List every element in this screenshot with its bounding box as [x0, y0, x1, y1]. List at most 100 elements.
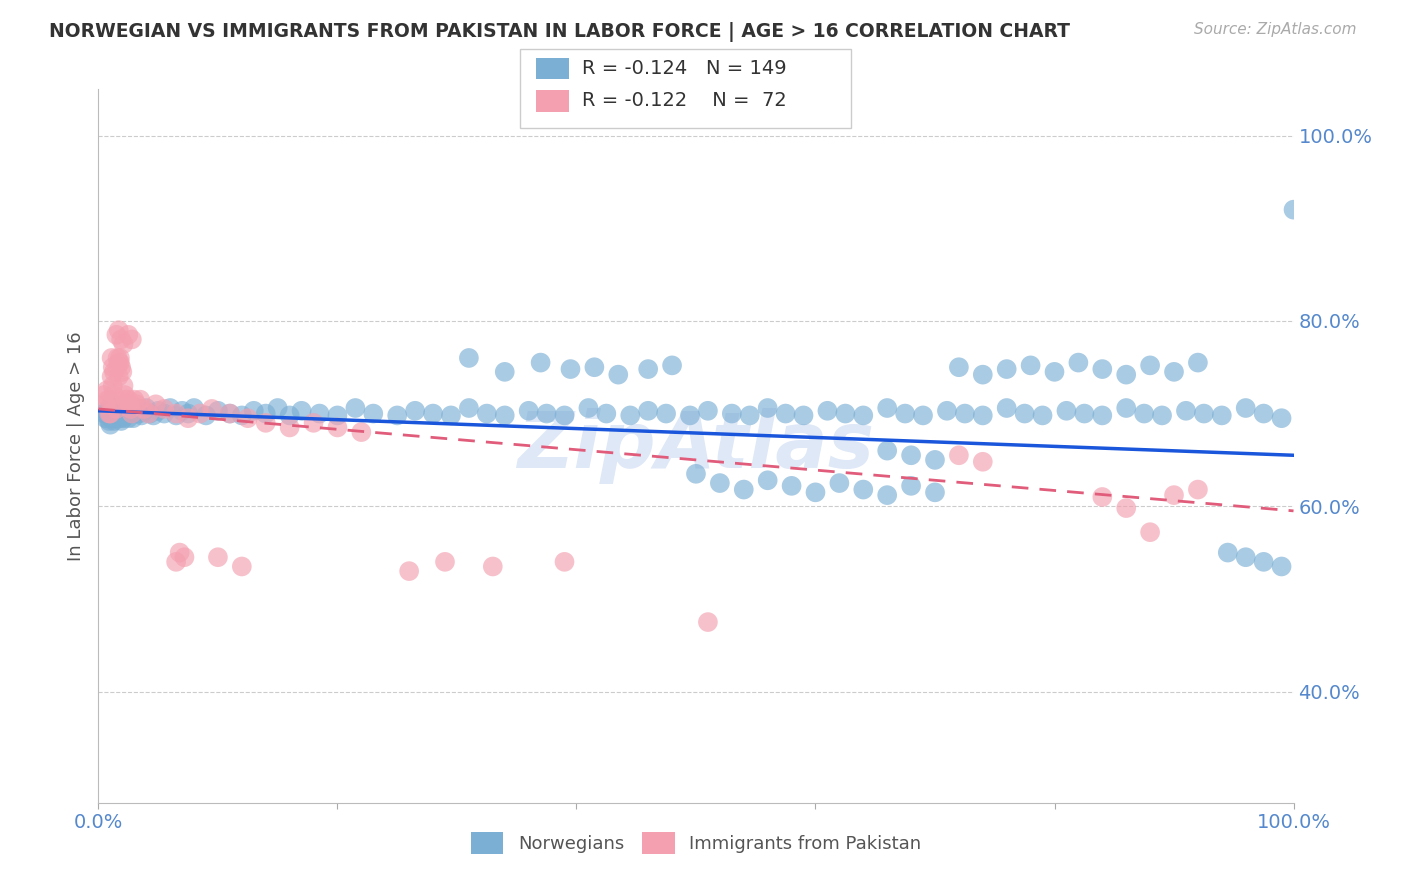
Point [107, 351, 129, 365]
Point [619, 409, 641, 423]
Point [135, 401, 157, 415]
Point [1115, 401, 1137, 415]
Point [112, 337, 135, 351]
Point [100, 397, 122, 411]
Point [637, 404, 659, 418]
Point [108, 351, 131, 365]
Point [308, 407, 330, 421]
Point [169, 545, 191, 559]
Text: R = -0.122    N =  72: R = -0.122 N = 72 [582, 91, 787, 111]
Point [112, 405, 135, 419]
Point [142, 409, 165, 423]
Point [1234, 550, 1257, 565]
Point [775, 407, 797, 421]
Point [278, 420, 301, 434]
Point [995, 362, 1018, 376]
Point [697, 615, 720, 629]
Point [94, 397, 117, 411]
Point [876, 488, 898, 502]
Point [107, 409, 129, 423]
Point [398, 564, 420, 578]
Point [107, 369, 129, 384]
Point [1091, 490, 1114, 504]
Point [1152, 409, 1174, 423]
Point [637, 362, 659, 376]
Point [105, 407, 128, 421]
Point [1133, 407, 1156, 421]
Point [105, 405, 128, 419]
Point [115, 392, 138, 407]
Point [97, 392, 120, 407]
Point [104, 399, 127, 413]
Point [679, 409, 702, 423]
Point [117, 327, 139, 342]
Point [110, 333, 132, 347]
Point [111, 409, 134, 423]
Point [110, 360, 132, 375]
Point [254, 416, 277, 430]
Point [231, 559, 253, 574]
Point [254, 407, 277, 421]
Point [112, 411, 135, 425]
Point [108, 404, 131, 418]
Point [876, 401, 898, 415]
Point [924, 453, 946, 467]
Point [103, 388, 125, 402]
Point [852, 409, 875, 423]
Point [422, 407, 444, 421]
Point [107, 411, 129, 425]
Point [94, 411, 117, 425]
Point [173, 550, 195, 565]
Point [105, 327, 128, 342]
Point [595, 407, 617, 421]
Text: R = -0.124   N = 149: R = -0.124 N = 149 [582, 59, 787, 78]
Point [195, 409, 218, 423]
Point [655, 407, 678, 421]
Point [1187, 355, 1209, 369]
Point [475, 407, 498, 421]
Point [1271, 559, 1294, 574]
Point [1115, 501, 1137, 516]
Point [697, 404, 720, 418]
Point [104, 411, 127, 425]
Point [554, 555, 576, 569]
Point [458, 401, 481, 415]
Point [124, 392, 146, 407]
Point [118, 405, 141, 419]
Point [177, 411, 200, 425]
Point [121, 407, 143, 421]
Point [103, 401, 125, 416]
Point [936, 404, 959, 418]
Point [900, 448, 922, 462]
Point [804, 485, 827, 500]
Point [709, 476, 731, 491]
Point [434, 555, 457, 569]
Point [96, 384, 118, 398]
Point [1234, 401, 1257, 415]
Point [972, 455, 994, 469]
Point [121, 333, 143, 347]
Point [120, 401, 142, 416]
Point [1014, 407, 1036, 421]
Point [536, 407, 558, 421]
Point [494, 365, 516, 379]
Point [98, 414, 121, 428]
Point [1091, 409, 1114, 423]
Point [852, 483, 875, 497]
Point [1073, 407, 1095, 421]
Point [98, 407, 121, 421]
Point [100, 351, 122, 365]
Point [894, 407, 917, 421]
Point [440, 409, 463, 423]
Point [583, 360, 606, 375]
Point [494, 409, 516, 423]
Point [1139, 359, 1161, 373]
Point [93, 407, 115, 421]
Point [115, 397, 138, 411]
Point [1067, 355, 1090, 369]
Point [1163, 488, 1185, 502]
Point [530, 355, 553, 369]
Point [114, 409, 136, 423]
Point [404, 404, 426, 418]
Point [780, 479, 803, 493]
